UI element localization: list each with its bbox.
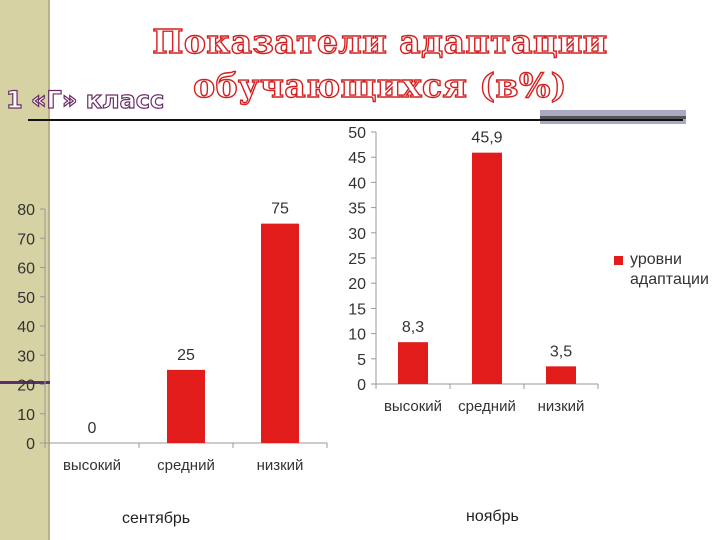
sep-bar [261,223,299,443]
title-line-2: обучающихся (в%) [192,65,567,105]
caption-november: ноябрь [466,508,519,525]
sep-data-label: 75 [271,201,289,218]
legend-label: уровни адаптации [630,251,709,288]
nov-bar [472,152,502,384]
nov-data-label: 8,3 [402,319,424,336]
sep-category-label: средний [157,457,215,474]
nov-category-label: низкий [538,398,585,415]
sep-y-tick-label: 10 [17,407,35,424]
sep-category-label: низкий [257,457,304,474]
header-rule [28,119,683,121]
slide-title: Показатели адаптации обучающихся (в%) [100,20,660,108]
sep-y-tick-label: 80 [17,202,35,219]
nov-category-label: высокий [384,398,442,415]
nov-category-label: средний [458,398,516,415]
left-decor-mark [0,381,50,384]
class-subtitle: 1 «Г» класс [5,85,165,114]
nov-y-tick-label: 50 [348,125,366,142]
sep-data-label: 25 [177,347,195,364]
sep-category-label: высокий [63,457,121,474]
nov-y-tick-label: 45 [348,150,366,167]
sep-y-tick-label: 50 [17,290,35,307]
nov-y-tick-label: 35 [348,201,366,218]
sep-y-tick-label: 70 [17,231,35,248]
sep-y-tick-label: 30 [17,348,35,365]
nov-bar [398,342,428,384]
nov-y-tick-label: 15 [348,301,366,318]
sep-y-tick-label: 40 [17,319,35,336]
sep-y-tick-label: 0 [26,436,35,453]
nov-y-tick-label: 30 [348,226,366,243]
nov-data-label: 45,9 [471,130,502,147]
header-decor-line [540,116,686,119]
caption-september: сентябрь [122,510,191,527]
sep-y-tick-label: 60 [17,261,35,278]
nov-y-tick-label: 40 [348,175,366,192]
nov-bar [546,366,576,384]
sep-y-tick-label: 20 [17,378,35,395]
legend-swatch [614,256,623,265]
title-line-1: Показатели адаптации [152,21,608,61]
nov-y-tick-label: 5 [357,352,366,369]
nov-y-tick-label: 10 [348,327,366,344]
left-decor-bar-edge [48,0,50,540]
sep-data-label: 0 [88,420,97,437]
nov-data-label: 3,5 [550,343,572,360]
sep-bar [167,369,205,443]
nov-y-tick-label: 0 [357,377,366,394]
left-decor-bar [0,0,48,540]
nov-y-tick-label: 25 [348,251,366,268]
nov-y-tick-label: 20 [348,276,366,293]
